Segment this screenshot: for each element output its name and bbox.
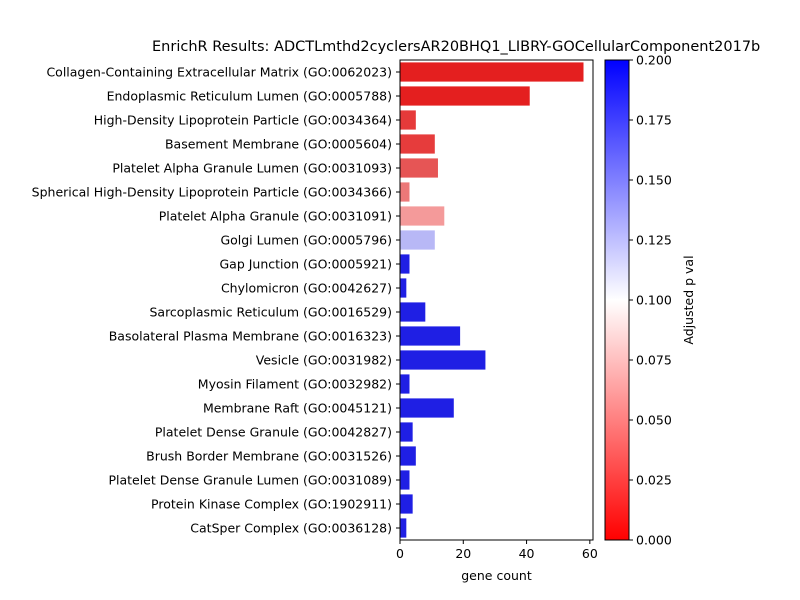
bar [400,182,410,202]
colorbar-tick-label: 0.125 [636,233,672,248]
category-label: Gap Junction (GO:0005921) [219,257,392,272]
bar [400,326,461,346]
colorbar-ticks-group: 0.000 0.025 0.050 0.075 0.100 0.125 0.150 0.175… [629,53,672,548]
bar [400,278,407,298]
category-label: Platelet Dense Granule (GO:0042827) [155,425,392,440]
bar [400,62,584,82]
category-label: Chylomicron (GO:0042627) [221,281,392,296]
bar [400,350,486,370]
colorbar [604,59,630,541]
bar [400,422,413,442]
category-labels-group: Collagen-Containing Extracellular Matrix… [32,65,400,536]
bar [400,398,454,418]
x-tick-label: 0 [396,546,404,561]
colorbar-tick-label: 0.200 [636,53,672,68]
x-axis-label: gene count [461,568,532,583]
bars-group [400,62,584,538]
colorbar-tick-label: 0.000 [636,533,672,548]
category-label: Brush Border Membrane (GO:0031526) [146,449,392,464]
colorbar-tick-label: 0.025 [636,473,672,488]
category-label: Basolateral Plasma Membrane (GO:0016323) [109,329,392,344]
bar [400,206,445,226]
category-label: Platelet Alpha Granule (GO:0031091) [159,209,392,224]
category-label: CatSper Complex (GO:0036128) [190,521,392,536]
bar [400,134,435,154]
x-tick-label: 40 [519,546,535,561]
colorbar-tick-label: 0.150 [636,173,672,188]
colorbar-label: Adjusted p val [681,255,696,344]
x-ticks-group: 0 20 40 60 [396,540,598,561]
category-label: Golgi Lumen (GO:0005796) [220,233,392,248]
category-label: Membrane Raft (GO:0045121) [203,401,392,416]
bar [400,302,426,322]
category-label: Platelet Dense Granule Lumen (GO:0031089… [108,473,392,488]
category-label: Spherical High-Density Lipoprotein Parti… [32,185,392,200]
bar [400,158,438,178]
colorbar-tick-label: 0.175 [636,113,672,128]
bar [400,374,410,394]
x-tick-label: 60 [582,546,598,561]
category-label: Collagen-Containing Extracellular Matrix… [46,65,392,80]
x-tick-label: 20 [455,546,471,561]
bar [400,446,416,466]
colorbar-tick-label: 0.075 [636,353,672,368]
colorbar-tick-label: 0.100 [636,293,672,308]
plot-frame [399,59,594,541]
category-label: Endoplasmic Reticulum Lumen (GO:0005788) [107,89,392,104]
category-label: Platelet Alpha Granule Lumen (GO:0031093… [112,161,392,176]
bar [400,86,530,106]
category-label: Sarcoplasmic Reticulum (GO:0016529) [149,305,392,320]
bar [400,110,416,130]
category-label: Vesicle (GO:0031982) [256,353,392,368]
category-label: Myosin Filament (GO:0032982) [198,377,392,392]
category-label: Protein Kinase Complex (GO:1902911) [151,497,392,512]
category-label: High-Density Lipoprotein Particle (GO:00… [94,113,392,128]
category-label: Basement Membrane (GO:0005604) [165,137,392,152]
bar [400,230,435,250]
bar [400,254,410,274]
bar [400,470,410,490]
bar [400,518,407,538]
bar [400,494,413,514]
colorbar-tick-label: 0.050 [636,413,672,428]
chart-title: EnrichR Results: ADCTLmthd2cyclersAR20BH… [152,39,760,55]
